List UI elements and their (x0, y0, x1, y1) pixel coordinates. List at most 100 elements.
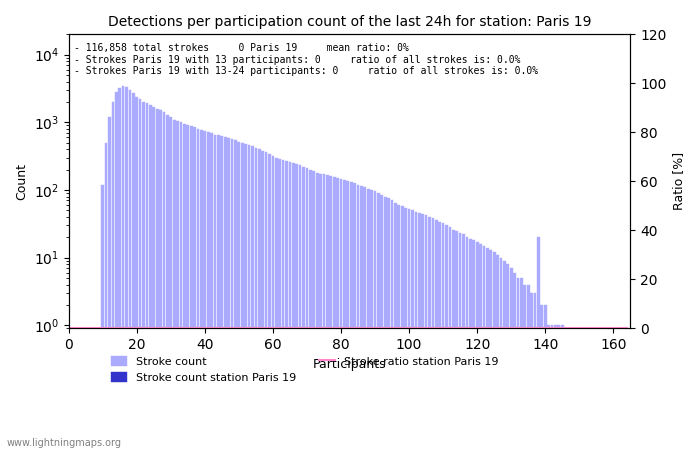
Bar (356, 184, 359, 450)
Bar (231, 140, 233, 450)
Bar (285, 161, 288, 450)
Bar (374, 191, 377, 450)
Bar (228, 138, 230, 450)
Bar (500, 257, 503, 450)
Bar (452, 230, 455, 450)
Stroke ratio station Paris 19 (442, 326, 451, 331)
Bar (445, 225, 448, 450)
Stroke ratio station Paris 19 (269, 326, 277, 331)
Bar (326, 175, 329, 450)
Bar (493, 252, 496, 450)
Text: www.lightningmaps.org: www.lightningmaps.org (7, 437, 122, 447)
Bar (486, 248, 489, 450)
Title: Detections per participation count of the last 24h for station: Paris 19: Detections per participation count of th… (108, 15, 592, 29)
Bar (102, 184, 104, 450)
Bar (105, 143, 107, 450)
X-axis label: Participants: Participants (313, 358, 386, 371)
Bar (312, 171, 315, 450)
Bar (370, 190, 373, 450)
Bar (122, 86, 125, 450)
Bar (281, 160, 284, 450)
Bar (176, 121, 179, 450)
Bar (496, 255, 499, 450)
Bar (503, 261, 505, 450)
Bar (275, 158, 278, 450)
Bar (288, 162, 291, 450)
Bar (363, 187, 366, 450)
Bar (517, 278, 519, 450)
Y-axis label: Count: Count (15, 163, 28, 200)
Stroke ratio station Paris 19 (64, 326, 73, 331)
Bar (251, 146, 254, 450)
Bar (401, 206, 404, 450)
Bar (428, 217, 431, 450)
Bar (118, 88, 121, 450)
Bar (132, 93, 134, 450)
Bar (309, 170, 312, 450)
Bar (350, 182, 353, 450)
Bar (506, 264, 509, 450)
Bar (537, 237, 540, 450)
Bar (207, 132, 209, 450)
Bar (520, 278, 523, 450)
Bar (180, 122, 182, 450)
Bar (111, 102, 114, 450)
Bar (169, 117, 172, 450)
Y-axis label: Ratio [%]: Ratio [%] (672, 152, 685, 211)
Bar (466, 237, 468, 450)
Bar (234, 140, 237, 450)
Bar (551, 325, 554, 450)
Bar (279, 159, 281, 450)
Bar (343, 180, 346, 450)
Bar (323, 175, 326, 450)
Bar (531, 293, 533, 450)
Bar (295, 164, 298, 450)
Bar (125, 87, 128, 450)
Bar (411, 210, 414, 450)
Bar (462, 234, 465, 450)
Bar (217, 135, 220, 450)
Bar (162, 112, 165, 450)
Bar (510, 268, 512, 450)
Bar (524, 284, 526, 450)
Bar (480, 244, 482, 450)
Bar (108, 117, 111, 450)
Bar (190, 126, 193, 450)
Bar (533, 293, 536, 450)
Bar (405, 207, 407, 450)
Bar (354, 184, 356, 450)
Bar (197, 129, 199, 450)
Bar (299, 166, 302, 450)
Bar (527, 284, 530, 450)
Bar (544, 305, 547, 450)
Bar (554, 325, 556, 450)
Bar (183, 124, 186, 450)
Bar (153, 107, 155, 450)
Bar (384, 197, 386, 450)
Bar (547, 325, 550, 450)
Bar (476, 242, 479, 450)
Bar (458, 233, 461, 450)
Bar (469, 239, 472, 450)
Bar (261, 151, 264, 450)
Bar (272, 156, 274, 450)
Bar (438, 222, 441, 450)
Bar (398, 205, 400, 450)
Bar (407, 209, 410, 450)
Bar (135, 97, 138, 450)
Bar (129, 90, 132, 450)
Bar (387, 198, 390, 450)
Legend: Stroke count, Stroke count station Paris 19, Stroke ratio station Paris 19: Stroke count, Stroke count station Paris… (106, 351, 503, 387)
Bar (418, 213, 421, 450)
Bar (156, 108, 158, 450)
Bar (193, 127, 196, 450)
Bar (224, 137, 227, 450)
Bar (268, 154, 271, 450)
Bar (302, 167, 305, 450)
Stroke ratio station Paris 19 (81, 326, 90, 331)
Bar (332, 177, 335, 450)
Bar (186, 126, 189, 450)
Bar (159, 110, 162, 450)
Bar (456, 231, 458, 450)
Bar (425, 216, 428, 450)
